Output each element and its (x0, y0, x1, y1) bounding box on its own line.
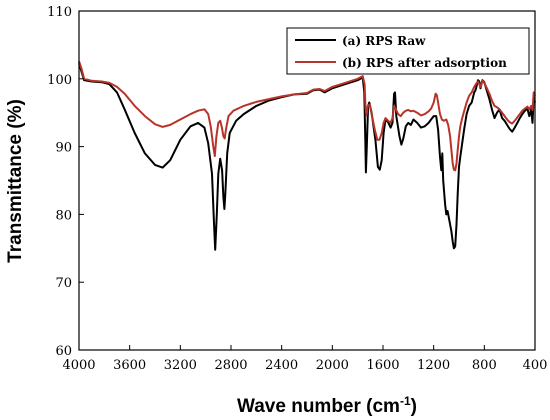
series-line-rps-raw (78, 62, 536, 251)
x-tick-label: 1600 (366, 358, 399, 373)
series-line-rps-after-adsorption (78, 60, 536, 172)
x-tick-label: 1200 (417, 358, 450, 373)
y-tick-label: 110 (47, 5, 72, 20)
x-axis-title-main: Wave number (cm (237, 396, 400, 417)
x-tick-label: 800 (472, 358, 497, 373)
y-tick-label: 70 (55, 276, 72, 291)
x-tick-label: 3200 (164, 358, 197, 373)
x-axis-title-close: ) (411, 396, 417, 417)
y-tick-label: 90 (55, 141, 72, 156)
x-tick-label: 3600 (113, 358, 146, 373)
y-tick-label: 80 (55, 208, 72, 223)
x-tick-label: 2400 (265, 358, 298, 373)
x-tick-label: 2800 (214, 358, 247, 373)
legend-box (286, 27, 530, 75)
x-axis-title: Wave number (cm-1) (237, 394, 417, 417)
x-tick-label: 2000 (316, 358, 349, 373)
legend-label-after-adsorption: (b) RPS after adsorption (342, 56, 507, 70)
y-axis-title: Transmittance (%) (5, 99, 26, 263)
plot-frame (78, 10, 536, 351)
y-tick-label: 100 (47, 73, 72, 88)
y-axis-ticks: 60 70 80 90 100 110 (47, 5, 84, 359)
plot-lines (78, 60, 536, 251)
y-tick-label: 60 (55, 344, 72, 359)
x-tick-label: 4000 (62, 358, 95, 373)
x-axis-ticks: 4000 3600 3200 2800 2400 2000 1600 1200 800 400 (62, 345, 547, 373)
x-axis-title-superscript: -1 (400, 394, 411, 408)
x-tick-label: 400 (523, 358, 548, 373)
legend-label-raw: (a) RPS Raw (342, 34, 426, 48)
legend: (a) RPS Raw (b) RPS after adsorption (286, 27, 530, 75)
